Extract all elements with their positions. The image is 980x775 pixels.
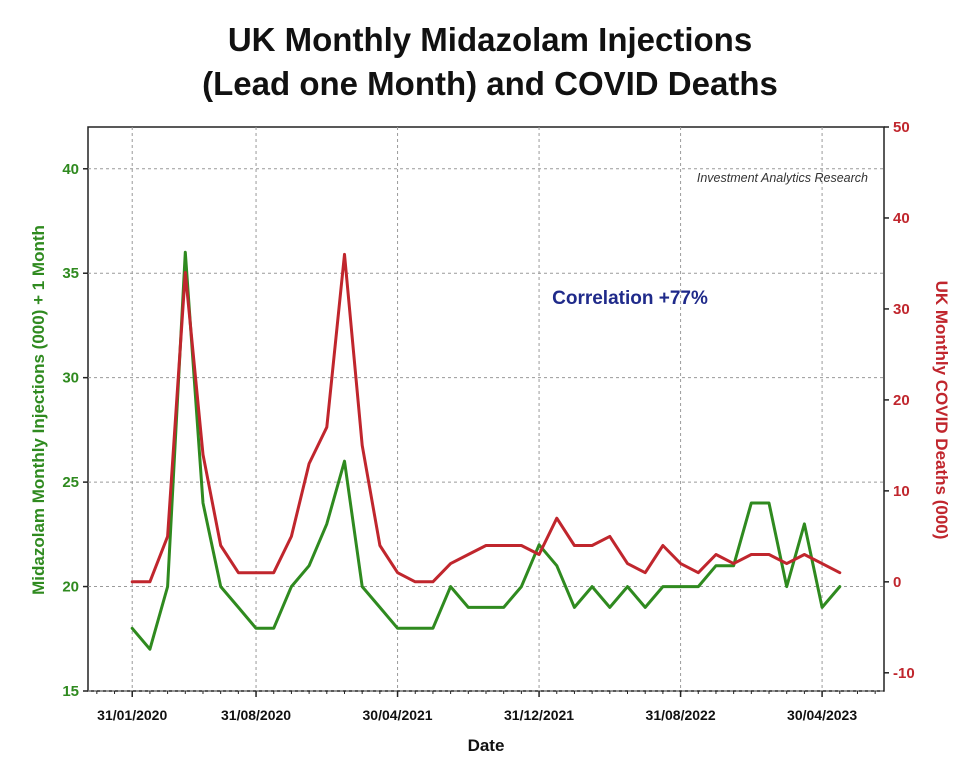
x-tick-label: 31/08/2022 [646,707,716,723]
y-left-tick-label: 30 [62,370,79,387]
chart-title-line-1: UK Monthly Midazolam Injections [227,21,753,58]
x-tick-label: 31/08/2020 [221,707,291,723]
y-right-tick-label: 40 [893,210,910,227]
y-right-tick-label: 30 [893,301,910,318]
x-axis-label: Date [468,736,505,755]
x-tick-label: 31/12/2021 [504,707,574,723]
y-right-tick-label: 20 [893,392,910,409]
y-left-tick-label: 25 [62,474,79,491]
correlation-annotation: Correlation +77% [552,288,708,309]
y-right-tick-label: 10 [893,483,910,500]
y-axis-right-label: UK Monthly COVID Deaths (000) [932,281,951,540]
y-left-tick-label: 40 [62,161,79,178]
covid-deaths-series-line [130,252,842,584]
y-right-tick-label: -10 [893,665,915,682]
y-left-tick-label: 15 [62,683,79,700]
midazolam-series-line [130,250,842,651]
chart-title: UK Monthly Midazolam Injections (Lead on… [0,18,980,106]
series-lines [130,250,842,651]
credit-label: Investment Analytics Research [697,171,868,185]
y-right-tick-label: 0 [893,574,901,591]
y-left-tick-label: 20 [62,579,79,596]
x-tick-label: 30/04/2021 [363,707,433,723]
x-tick-label: 31/01/2020 [97,707,167,723]
x-tick-label: 30/04/2023 [787,707,857,723]
y-axis-left-label: Midazolam Monthly Injections (000) + 1 M… [29,225,48,595]
y-right-tick-label: 50 [893,119,910,136]
axis-ticks: 31/01/2020 31/08/2020 30/04/2021 31/12/2021… [62,119,914,723]
chart-title-line-2: (Lead one Month) and COVID Deaths [202,65,778,102]
y-left-tick-label: 35 [62,265,79,282]
grid-lines [88,127,884,692]
